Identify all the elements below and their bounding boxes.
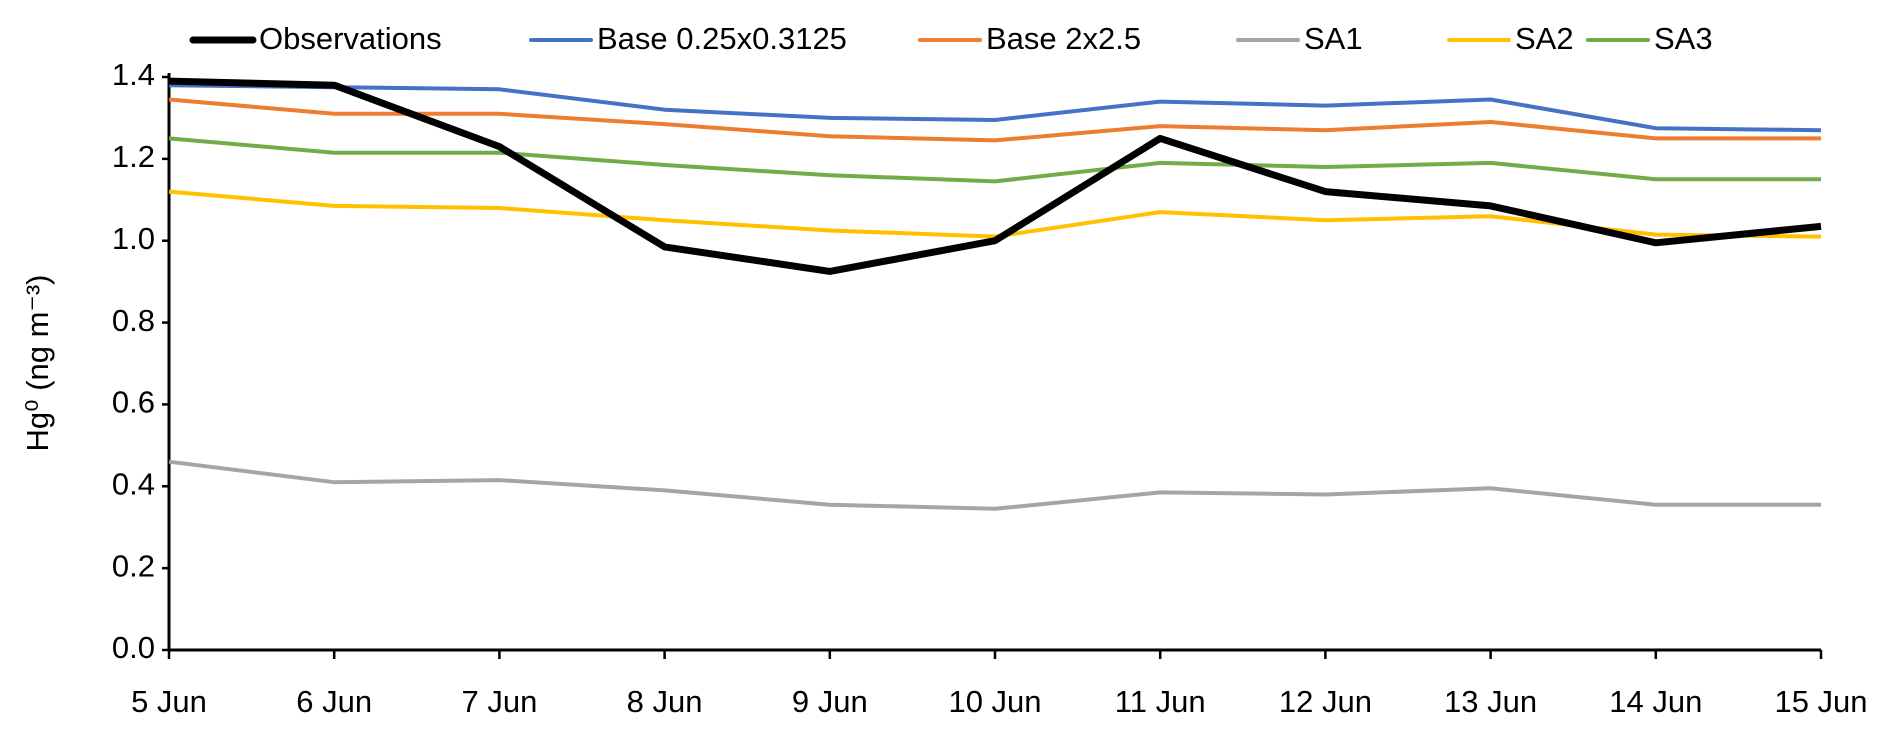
x-tick-label: 11 Jun xyxy=(1115,684,1206,719)
legend-label: SA2 xyxy=(1515,21,1574,56)
series-line xyxy=(168,83,1822,133)
y-tick-label: 0.6 xyxy=(112,385,155,420)
x-tick-label: 6 Jun xyxy=(296,684,372,719)
legend-label: SA1 xyxy=(1304,21,1363,56)
y-tick-label: 0.8 xyxy=(112,303,155,338)
y-tick-label: 0.4 xyxy=(112,466,155,501)
x-tick-label: 12 Jun xyxy=(1279,684,1372,719)
x-tick-label: 8 Jun xyxy=(627,684,703,719)
x-tick-label: 7 Jun xyxy=(461,684,537,719)
legend-label: SA3 xyxy=(1654,21,1713,56)
series-line xyxy=(168,459,1821,511)
y-tick-label: 0.0 xyxy=(112,630,155,665)
y-tick-label: 0.2 xyxy=(112,548,155,583)
series-line xyxy=(168,97,1821,143)
series-line xyxy=(168,136,1821,184)
x-tick-label: 5 Jun xyxy=(131,684,207,719)
series-line xyxy=(168,189,1822,239)
y-tick-label: 1.2 xyxy=(112,139,155,174)
y-axis-title: Hg⁰ (ng m⁻³) xyxy=(20,275,55,452)
x-tick-label: 13 Jun xyxy=(1444,684,1537,719)
series-line xyxy=(168,77,1822,275)
legend-label: Base 2x2.5 xyxy=(986,21,1141,56)
x-tick-label: 15 Jun xyxy=(1774,684,1867,719)
x-tick-label: 10 Jun xyxy=(948,684,1041,719)
legend-label: Observations xyxy=(259,21,442,56)
y-tick-label: 1.0 xyxy=(112,221,155,256)
x-tick-label: 14 Jun xyxy=(1609,684,1702,719)
x-tick-label: 9 Jun xyxy=(792,684,868,719)
y-tick-label: 1.4 xyxy=(112,57,155,92)
legend-label: Base 0.25x0.3125 xyxy=(597,21,847,56)
